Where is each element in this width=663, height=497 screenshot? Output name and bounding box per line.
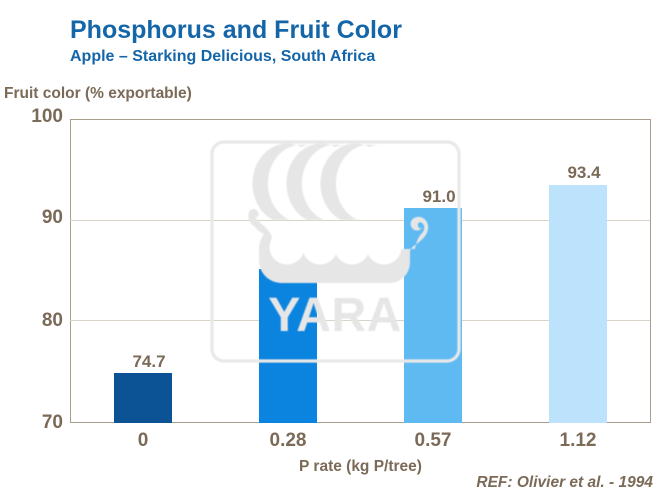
svg-text:YARA: YARA <box>268 289 402 342</box>
